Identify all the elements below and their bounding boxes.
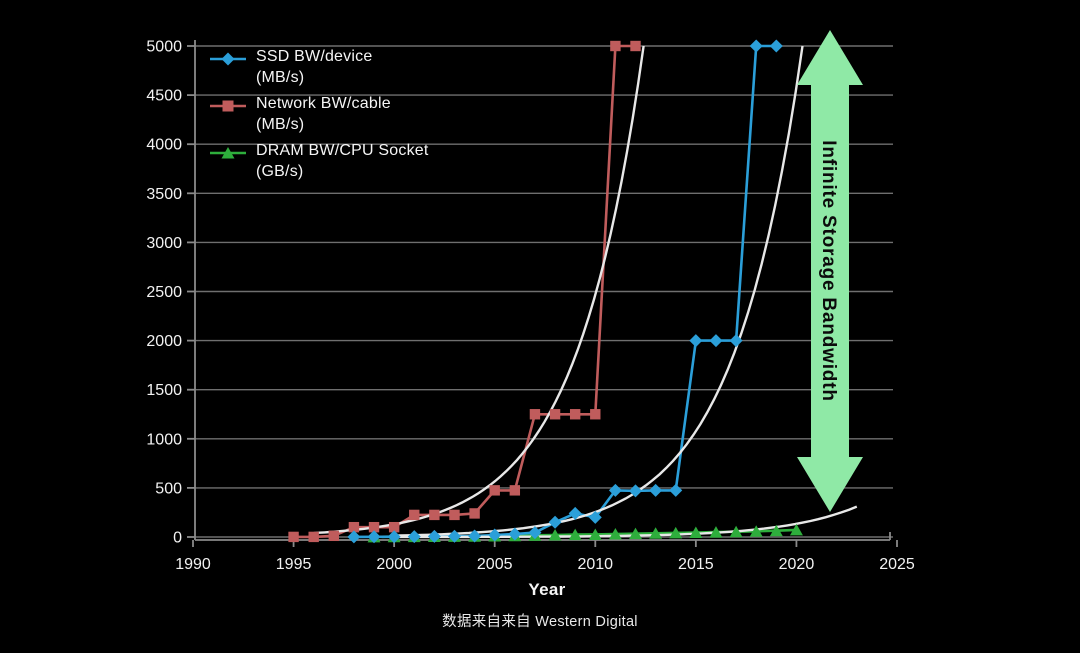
triangle-marker	[669, 526, 683, 539]
legend-label-ssd-line1: SSD BW/device	[256, 48, 373, 65]
square-marker	[489, 485, 500, 496]
square-marker	[328, 530, 339, 542]
triangle-marker	[789, 523, 803, 536]
double-headed-arrow	[797, 30, 863, 512]
y-tick-label: 4500	[146, 88, 182, 105]
legend-label-network: Network BW/cable (MB/s)	[256, 94, 391, 135]
diamond-marker	[608, 483, 622, 497]
square-marker	[368, 521, 380, 533]
triangle-marker	[749, 525, 763, 537]
y-tick-label: 1500	[146, 382, 182, 399]
triangle-marker	[729, 525, 743, 538]
legend-label-dram-line2: (GB/s)	[256, 162, 304, 180]
diamond-marker	[488, 528, 502, 542]
square-marker	[308, 531, 319, 543]
x-tick-label: 1990	[175, 556, 211, 573]
y-tick-label: 2500	[146, 284, 182, 301]
triangle-marker	[588, 528, 602, 540]
y-tick-label: 3500	[146, 186, 182, 203]
x-tick-label: 2010	[577, 556, 613, 573]
square-marker	[449, 509, 460, 521]
triangle-marker	[689, 526, 703, 538]
square-marker	[469, 508, 480, 519]
triangle-marker	[608, 528, 622, 540]
x-tick-label: 2020	[779, 556, 815, 573]
network-series-marker-icon	[210, 100, 246, 112]
square-marker	[409, 509, 420, 521]
y-tick-label: 3000	[146, 235, 182, 252]
triangle-marker	[629, 527, 643, 540]
legend-label-network-line1: Network BW/cable	[256, 95, 391, 112]
legend-label-ssd-line2: (MB/s)	[256, 68, 305, 86]
diamond-marker	[729, 334, 743, 348]
chart-legend: SSD BW/device (MB/s) Network BW/cable (M…	[210, 47, 429, 182]
legend-item-network: Network BW/cable (MB/s)	[210, 94, 429, 135]
plot-area: 0 500 1000 1500 2000 2500 3000 3500 4000 4500 5000…	[146, 39, 914, 574]
square-marker	[549, 409, 561, 420]
y-tick-label: 5000	[146, 39, 182, 56]
legend-label-network-line2: (MB/s)	[256, 115, 305, 133]
square-marker	[509, 485, 521, 496]
x-axis-title: Year	[528, 580, 566, 599]
y-tick-label: 2000	[146, 333, 182, 350]
diamond-marker	[407, 530, 421, 544]
diamond-marker	[629, 484, 643, 498]
trend-line	[394, 45, 804, 537]
diamond-marker	[649, 483, 663, 497]
square-marker	[529, 409, 541, 420]
diamond-marker	[669, 483, 683, 497]
diamond-marker	[447, 529, 461, 543]
diamond-marker	[568, 506, 582, 520]
diamond-marker	[508, 527, 522, 541]
x-tick-label: 2025	[879, 556, 915, 573]
legend-item-ssd: SSD BW/device (MB/s)	[210, 47, 429, 88]
y-tick-label: 0	[173, 530, 182, 547]
legend-label-dram-line1: DRAM BW/CPU Socket	[256, 142, 429, 159]
x-tick-label: 2015	[678, 556, 714, 573]
diamond-marker	[427, 529, 441, 543]
diamond-marker	[749, 39, 763, 53]
source-caption: 数据来自来自 Western Digital	[442, 614, 638, 630]
legend-label-ssd: SSD BW/device (MB/s)	[256, 47, 372, 88]
triangle-marker	[769, 524, 783, 537]
legend-label-dram: DRAM BW/CPU Socket (GB/s)	[256, 141, 429, 182]
square-marker	[630, 40, 641, 52]
diamond-marker	[387, 530, 401, 544]
diamond-marker	[689, 334, 703, 348]
diamond-marker	[769, 39, 783, 53]
square-marker	[429, 509, 440, 521]
diamond-marker	[528, 526, 542, 540]
square-marker	[610, 40, 621, 52]
diamond-marker	[367, 530, 381, 544]
triangle-marker	[568, 528, 582, 541]
dram-series-marker-icon	[210, 147, 246, 159]
triangle-marker	[548, 529, 562, 541]
square-marker	[388, 521, 400, 533]
diamond-marker	[588, 510, 602, 524]
triangle-marker	[709, 526, 723, 538]
square-marker	[348, 521, 360, 533]
diamond-marker	[709, 334, 723, 348]
square-marker	[569, 409, 581, 420]
y-tick-label: 4000	[146, 137, 182, 154]
square-marker	[288, 531, 299, 543]
diamond-marker	[468, 529, 482, 543]
diamond-marker	[548, 515, 562, 529]
trend-line	[313, 45, 645, 535]
y-tick-label: 500	[155, 480, 182, 497]
legend-item-dram: DRAM BW/CPU Socket (GB/s)	[210, 141, 429, 182]
infinite-storage-bandwidth-annotation: Infinite Storage Bandwidth	[797, 30, 863, 512]
diamond-marker	[347, 530, 361, 544]
x-tick-label: 1995	[276, 556, 312, 573]
ssd-series-marker-icon	[210, 52, 246, 66]
square-marker	[590, 409, 601, 420]
x-tick-label: 2000	[376, 556, 412, 573]
y-tick-label: 1000	[146, 431, 182, 448]
x-tick-label: 2005	[477, 556, 513, 573]
arrow-label: Infinite Storage Bandwidth	[818, 140, 839, 401]
triangle-marker	[649, 527, 663, 539]
